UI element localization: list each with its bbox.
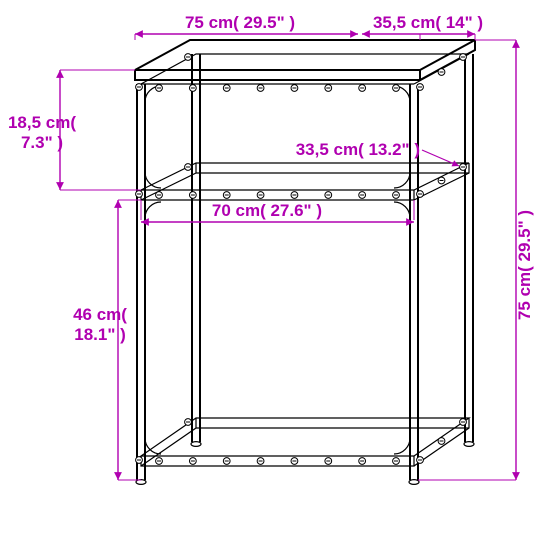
dim-rail-in: 7.3" )	[21, 133, 63, 152]
dimension-diagram: 75 cm( 29.5" ) 35,5 cm( 14" ) 75 cm( 29.5"…	[0, 0, 550, 550]
dim-total-height: 75 cm( 29.5" )	[515, 210, 534, 320]
dim-rail-cm: 18,5 cm(	[8, 113, 76, 132]
dim-top-width: 75 cm( 29.5" )	[185, 13, 295, 32]
dim-floor-cm: 46 cm(	[73, 305, 127, 324]
dimension-annotations: 75 cm( 29.5" ) 35,5 cm( 14" ) 75 cm( 29.5"…	[8, 13, 534, 480]
dim-floor-in: 18.1" )	[74, 325, 126, 344]
dim-shelf-width: 70 cm( 27.6" )	[212, 201, 322, 220]
dim-top-depth: 35,5 cm( 14" )	[373, 13, 483, 32]
furniture-line-drawing	[135, 40, 475, 484]
dim-shelf-depth: 33,5 cm( 13.2" )	[296, 140, 420, 159]
